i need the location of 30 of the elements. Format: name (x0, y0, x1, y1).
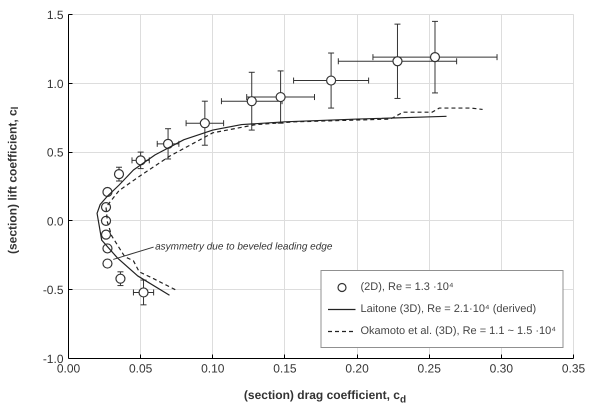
y-tick-label: 0.0 (46, 214, 64, 228)
point (138, 287, 149, 298)
point (115, 274, 126, 284)
point (326, 75, 336, 86)
x-tick-label: 0.30 (490, 362, 514, 376)
x-tick-label: 0.20 (345, 362, 370, 376)
point (100, 216, 112, 226)
x-tick-label: 0.00 (56, 362, 81, 376)
x-tick-label: 0.10 (201, 362, 225, 376)
y-tick-label: 1.0 (46, 76, 64, 91)
legend-label: Okamoto et al. (3D), Re = 1.1 ~ 1.5 ·10⁴ (360, 324, 556, 338)
point (200, 118, 210, 128)
point (246, 96, 257, 106)
y-tick-label: 0.5 (46, 146, 64, 160)
point (392, 56, 403, 66)
point (276, 92, 286, 102)
x-tick-label: 0.15 (273, 362, 297, 376)
x-tick-label: 0.25 (418, 362, 442, 376)
legend-label: Laitone (3D), Re = 2.1·10⁴ (derived) (360, 302, 536, 316)
legend-label: (2D), Re = 1.3 ·10⁴ (360, 280, 454, 294)
x-axis-title: (section) drag coefficient, c$_{d}$ (244, 387, 406, 406)
x-tick-label: 0.35 (562, 362, 586, 376)
y-tick-label: -0.5 (42, 283, 64, 298)
point (114, 169, 124, 180)
y-tick-label: 1.5 (46, 8, 64, 22)
point (102, 258, 113, 269)
annotation: asymmetry due to beveled leading edge (155, 242, 333, 253)
point (430, 52, 440, 62)
point (100, 230, 112, 240)
x-tick-label: 0.05 (128, 362, 153, 376)
